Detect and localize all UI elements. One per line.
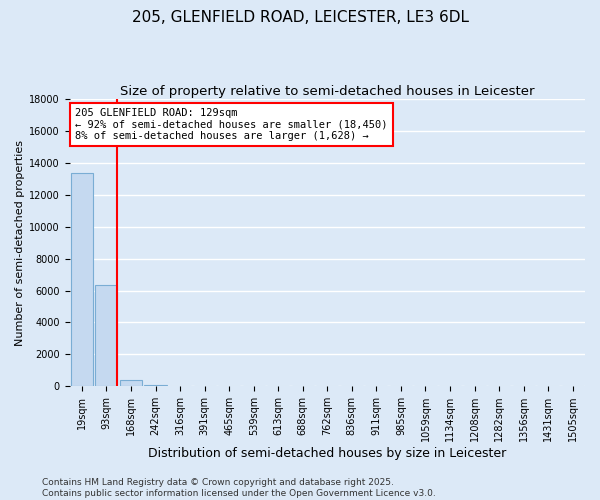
Title: Size of property relative to semi-detached houses in Leicester: Size of property relative to semi-detach… xyxy=(120,85,535,98)
Text: Contains HM Land Registry data © Crown copyright and database right 2025.
Contai: Contains HM Land Registry data © Crown c… xyxy=(42,478,436,498)
Y-axis label: Number of semi-detached properties: Number of semi-detached properties xyxy=(15,140,25,346)
Bar xyxy=(71,172,93,386)
Text: 205, GLENFIELD ROAD, LEICESTER, LE3 6DL: 205, GLENFIELD ROAD, LEICESTER, LE3 6DL xyxy=(131,10,469,25)
X-axis label: Distribution of semi-detached houses by size in Leicester: Distribution of semi-detached houses by … xyxy=(148,447,506,460)
Bar xyxy=(95,285,118,386)
Text: 205 GLENFIELD ROAD: 129sqm
← 92% of semi-detached houses are smaller (18,450)
8%: 205 GLENFIELD ROAD: 129sqm ← 92% of semi… xyxy=(75,108,387,141)
Bar xyxy=(120,380,142,386)
